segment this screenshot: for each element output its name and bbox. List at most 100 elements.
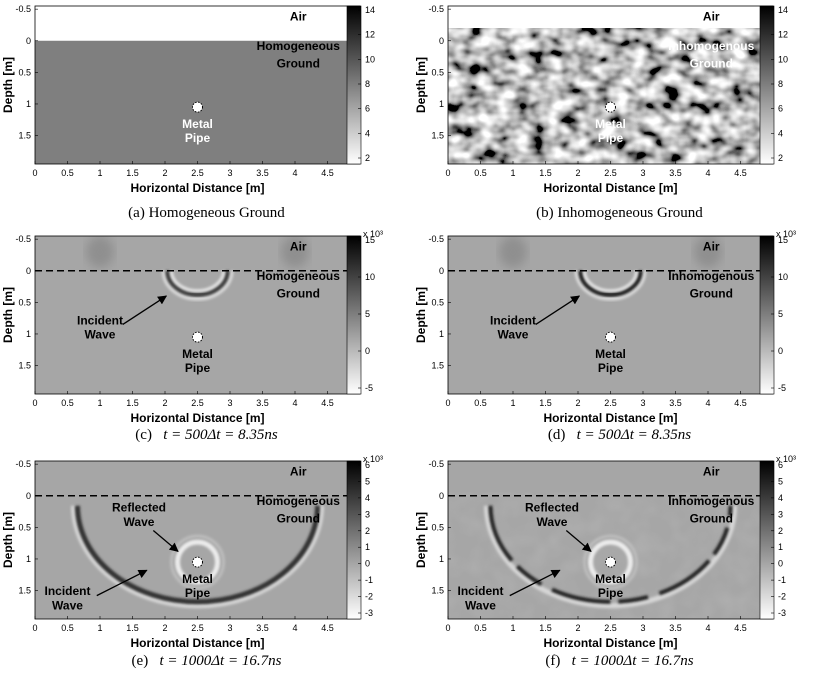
y-tick-label: 0.5 (431, 297, 444, 307)
incident-label-line2: Wave (85, 327, 116, 341)
x-tick-label: 2.5 (604, 623, 617, 633)
x-tick-label: 2 (575, 623, 580, 633)
y-tick-label: 0.5 (18, 67, 31, 77)
x-tick-label: 3.5 (669, 398, 682, 408)
x-tick-label: 1 (510, 623, 515, 633)
reflected-wavefront (588, 539, 633, 585)
colorbar-tick-label: 5 (365, 309, 370, 319)
reflected-wavefront (175, 539, 220, 585)
colorbar-tick-label: 6 (365, 104, 370, 114)
reflected-label-line2: Wave (124, 515, 155, 529)
x-tick-label: 1 (97, 398, 102, 408)
y-axis-label: Depth [m] (1, 57, 15, 113)
incident-wavefront-halo (484, 505, 737, 609)
wavefield-background (448, 236, 773, 394)
panel-caption-f: (f) t = 1000Δt = 16.7ns (413, 653, 826, 670)
colorbar-tick-label: 4 (778, 128, 783, 138)
ground-label-line2: Ground (690, 286, 733, 300)
x-tick-label: 3.5 (669, 168, 682, 178)
x-tick-label: 1.5 (539, 168, 552, 178)
colorbar-tick-label: 6 (365, 460, 370, 470)
y-tick-label: 1 (26, 99, 31, 109)
air-label: Air (290, 465, 307, 479)
incident-label-line1: Incident (457, 584, 503, 598)
y-tick-label: 0 (439, 266, 444, 276)
ground-label-line1: Inhomogenous (668, 39, 754, 53)
y-tick-label: -0.5 (428, 234, 444, 244)
caption-time: t = 1000Δt = 16.7ns (571, 653, 694, 669)
colorbar-tick-label: 3 (778, 509, 783, 519)
caption-prefix: (a) Homogeneous Ground (128, 205, 285, 221)
panel-caption-c: (c) t = 500Δt = 8.35ns (0, 427, 413, 444)
caption-time: t = 500Δt = 8.35ns (163, 427, 278, 443)
x-tick-label: 3.5 (256, 168, 269, 178)
field-image (448, 461, 773, 619)
x-tick-label: 2.5 (604, 398, 617, 408)
y-tick-label: 1.5 (18, 131, 31, 141)
colorbar-tick-label: -5 (778, 383, 786, 393)
x-tick-label: 0.5 (474, 398, 487, 408)
incident-wavefront-halo (71, 505, 324, 609)
colorbar-tick-label: 5 (365, 476, 370, 486)
reflected-label-line1: Reflected (525, 501, 579, 515)
colorbar-exponent: x 10³ (363, 454, 383, 464)
field-image (35, 6, 360, 164)
y-tick-label: 1 (439, 329, 444, 339)
colorbar-tick-label: 2 (778, 526, 783, 536)
caption-time: t = 1000Δt = 16.7ns (159, 653, 282, 669)
panel-caption-e: (e) t = 1000Δt = 16.7ns (0, 653, 413, 670)
colorbar-tick-label: 0 (365, 346, 370, 356)
x-tick-label: 1 (97, 168, 102, 178)
metal-pipe (605, 331, 616, 343)
panel-d: 0 0.5 1 1.5 2 2.5 3 3.5 4 4.5 -0.5 0 0.5 1 1.5 Horizont… (413, 229, 826, 456)
colorbar-tick-label: -1 (365, 575, 373, 585)
x-tick-label: 0.5 (474, 168, 487, 178)
colorbar-exponent: x 10³ (776, 454, 796, 464)
colorbar-tick-label: -2 (365, 592, 373, 602)
y-tick-label: -0.5 (428, 459, 444, 469)
x-tick-label: 3 (640, 623, 645, 633)
air-region (448, 6, 773, 41)
x-tick-label: 2 (575, 168, 580, 178)
y-tick-label: 0.5 (431, 522, 444, 532)
incident-label-line2: Wave (465, 599, 496, 613)
ground-label-line1: Homogeneous (257, 494, 341, 508)
colorbar-tick-label: 0 (778, 346, 783, 356)
y-tick-label: 1.5 (431, 586, 444, 596)
colorbar-tick-label: 10 (778, 272, 788, 282)
x-tick-label: 0.5 (61, 168, 74, 178)
incident-wavefront (75, 505, 320, 605)
reflected-label-line1: Reflected (112, 501, 166, 515)
x-tick-label: 4.5 (734, 623, 747, 633)
y-tick-label: 1.5 (431, 131, 444, 141)
field-image (448, 236, 773, 394)
x-tick-label: 3 (640, 168, 645, 178)
colorbar-tick-label: 2 (365, 526, 370, 536)
panel-plot-c: 0 0.5 1 1.5 2 2.5 3 3.5 4 4.5 -0.5 0 0.5 1 1.5 Horizont… (1, 229, 383, 425)
y-axis-label: Depth [m] (414, 287, 428, 343)
pipe-label-line1: Metal (182, 572, 213, 586)
ground-label-line1: Inhomogenous (668, 269, 754, 283)
colorbar (346, 5, 362, 165)
x-tick-label: 4 (705, 168, 710, 178)
colorbar-tick-label: 10 (365, 54, 375, 64)
incident-wavefront (578, 270, 643, 297)
ground-label-line1: Inhomogenous (668, 494, 754, 508)
colorbar-tick-label: -3 (365, 608, 373, 618)
colorbar-tick-label: 4 (778, 493, 783, 503)
x-tick-label: 2.5 (191, 398, 204, 408)
panel-caption-d: (d) t = 500Δt = 8.35ns (413, 427, 826, 444)
y-axis-label: Depth [m] (414, 512, 428, 568)
x-tick-label: 1.5 (126, 168, 139, 178)
incident-label-line2: Wave (498, 327, 529, 341)
metal-pipe (605, 101, 616, 113)
incident-label-line2: Wave (52, 599, 83, 613)
x-tick-label: 2.5 (191, 168, 204, 178)
pipe-label-line1: Metal (182, 117, 213, 131)
y-tick-label: 0 (26, 491, 31, 501)
x-tick-label: 3.5 (669, 623, 682, 633)
ground-label-line2: Ground (277, 286, 320, 300)
x-tick-label: 0 (32, 168, 37, 178)
colorbar-tick-label: 0 (365, 559, 370, 569)
pipe-label-line1: Metal (595, 572, 626, 586)
